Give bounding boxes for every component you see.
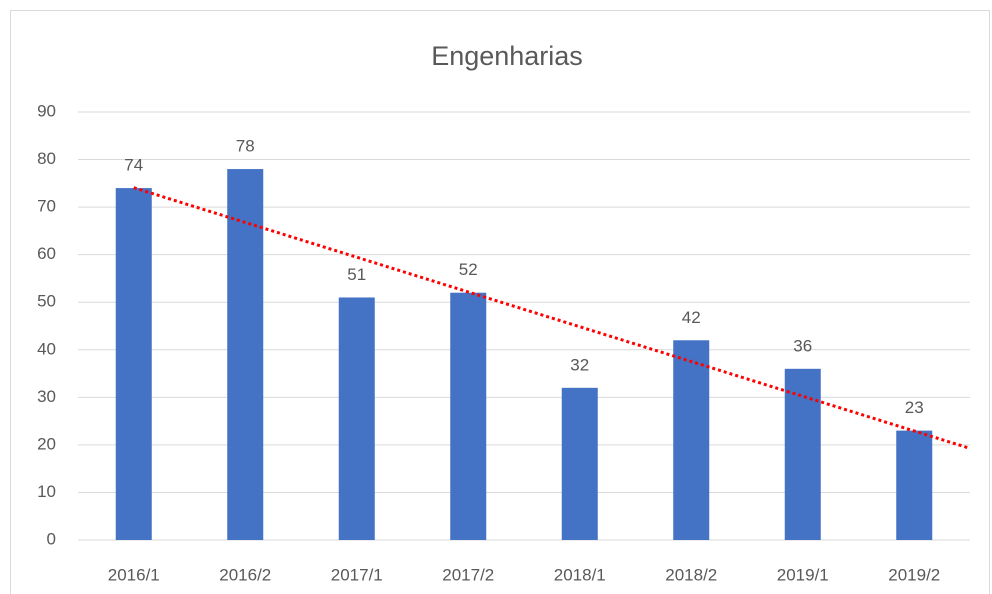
x-tick-label: 2016/2 bbox=[219, 565, 271, 584]
bar bbox=[450, 292, 487, 540]
y-tick-label: 90 bbox=[37, 101, 56, 120]
y-tick-label: 80 bbox=[37, 149, 56, 168]
data-label: 42 bbox=[682, 308, 701, 327]
y-tick-label: 60 bbox=[37, 244, 56, 263]
x-tick-label: 2018/2 bbox=[665, 565, 717, 584]
x-tick-label: 2016/1 bbox=[108, 565, 160, 584]
data-label: 51 bbox=[347, 265, 366, 284]
data-label: 32 bbox=[570, 355, 589, 374]
data-label: 78 bbox=[236, 137, 255, 156]
bar bbox=[784, 368, 821, 540]
y-tick-label: 20 bbox=[37, 434, 56, 453]
data-label: 23 bbox=[905, 398, 924, 417]
y-tick-label: 70 bbox=[37, 197, 56, 216]
x-tick-label: 2018/1 bbox=[554, 565, 606, 584]
x-tick-label: 2019/2 bbox=[888, 565, 940, 584]
bar bbox=[673, 340, 710, 540]
data-label: 74 bbox=[124, 156, 143, 175]
bar bbox=[338, 297, 375, 540]
y-tick-label: 30 bbox=[37, 387, 56, 406]
bar bbox=[561, 387, 598, 540]
bar bbox=[896, 430, 933, 540]
data-label: 52 bbox=[459, 260, 478, 279]
x-tick-label: 2017/1 bbox=[331, 565, 383, 584]
x-tick-label: 2019/1 bbox=[777, 565, 829, 584]
y-tick-label: 0 bbox=[47, 529, 56, 548]
bar bbox=[115, 188, 152, 541]
y-tick-label: 10 bbox=[37, 482, 56, 501]
y-tick-label: 40 bbox=[37, 339, 56, 358]
chart-title: Engenharias bbox=[431, 41, 583, 71]
x-tick-label: 2017/2 bbox=[442, 565, 494, 584]
y-tick-label: 50 bbox=[37, 292, 56, 311]
data-label: 36 bbox=[793, 336, 812, 355]
trendline bbox=[133, 186, 971, 450]
bar bbox=[227, 169, 264, 541]
